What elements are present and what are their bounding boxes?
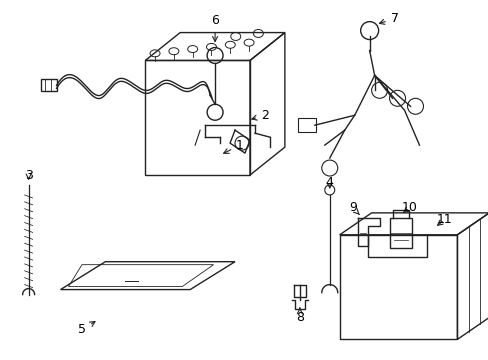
Text: 3: 3 [24,168,33,181]
Text: 10: 10 [401,201,417,215]
Text: 9: 9 [348,201,359,215]
Text: 4: 4 [325,176,333,189]
Text: 2: 2 [251,109,268,122]
Text: 7: 7 [379,12,398,25]
Text: 11: 11 [436,213,451,226]
Text: 8: 8 [295,308,303,324]
Text: 5: 5 [78,321,95,336]
Text: 1: 1 [223,139,244,153]
Text: 6: 6 [211,14,219,41]
